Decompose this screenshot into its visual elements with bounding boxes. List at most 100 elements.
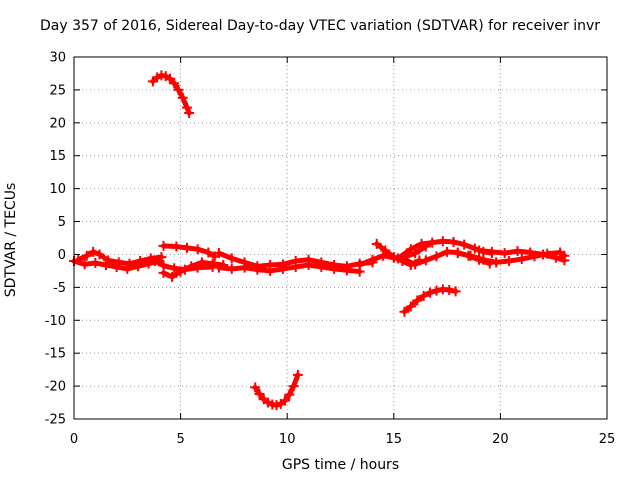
data-point-marker bbox=[412, 295, 423, 306]
data-point-marker bbox=[284, 389, 295, 400]
y-tick-label: 5 bbox=[58, 215, 66, 230]
data-point-marker bbox=[167, 271, 178, 282]
data-point-marker bbox=[103, 255, 114, 266]
data-point-marker bbox=[113, 257, 124, 268]
data-point-marker bbox=[213, 248, 224, 259]
data-point-marker bbox=[418, 290, 429, 301]
plot-frame bbox=[73, 56, 608, 420]
x-tick-label: 15 bbox=[386, 432, 403, 447]
data-point-marker bbox=[158, 240, 169, 251]
grid-lines bbox=[74, 57, 607, 419]
data-point-marker bbox=[169, 263, 180, 274]
data-point-marker bbox=[192, 244, 203, 255]
data-point-marker bbox=[171, 241, 182, 252]
y-tick-label: 20 bbox=[49, 116, 66, 131]
data-point-marker bbox=[420, 255, 431, 266]
data-point-marker bbox=[341, 265, 352, 276]
data-point-marker bbox=[254, 388, 265, 399]
data-point-marker bbox=[173, 84, 184, 95]
data-point-marker bbox=[448, 236, 459, 247]
data-point-marker bbox=[135, 256, 146, 267]
data-point-marker bbox=[516, 254, 527, 265]
data-point-marker bbox=[88, 246, 99, 257]
data-point-marker bbox=[465, 250, 476, 261]
series-track-l bbox=[452, 247, 570, 268]
data-point-marker bbox=[491, 257, 502, 268]
data-point-marker bbox=[354, 259, 365, 270]
data-point-marker bbox=[499, 248, 510, 259]
data-point-marker bbox=[393, 253, 404, 264]
series-track-b bbox=[73, 246, 167, 269]
data-point-marker bbox=[371, 238, 382, 249]
x-tick-label: 0 bbox=[70, 432, 78, 447]
series-track-c bbox=[158, 240, 220, 262]
data-point-marker bbox=[410, 259, 421, 270]
data-point-marker bbox=[252, 264, 263, 275]
data-point-marker bbox=[474, 245, 485, 256]
data-point-marker bbox=[181, 102, 192, 113]
y-tick-label: 25 bbox=[49, 83, 66, 98]
data-point-marker bbox=[550, 252, 561, 263]
data-point-marker bbox=[250, 382, 261, 393]
x-tick-label: 20 bbox=[492, 432, 509, 447]
data-point-marker bbox=[512, 246, 523, 257]
data-point-marker bbox=[292, 369, 303, 380]
data-point-marker bbox=[277, 263, 288, 274]
data-point-marker bbox=[192, 262, 203, 273]
data-point-marker bbox=[425, 287, 436, 298]
data-point-marker bbox=[431, 251, 442, 262]
data-point-marker bbox=[450, 286, 461, 297]
data-point-marker bbox=[378, 250, 389, 261]
data-point-marker bbox=[90, 258, 101, 269]
data-point-marker bbox=[399, 254, 410, 265]
data-point-marker bbox=[181, 242, 192, 253]
data-point-marker bbox=[431, 285, 442, 296]
x-tick-label: 5 bbox=[176, 432, 184, 447]
data-point-marker bbox=[288, 381, 299, 392]
x-axis-label: GPS time / hours bbox=[281, 457, 400, 473]
y-axis-label: SDTVAR / TECUs bbox=[3, 182, 19, 298]
series-track-e bbox=[150, 256, 218, 275]
series-trace bbox=[455, 249, 567, 265]
data-point-marker bbox=[444, 284, 455, 295]
data-point-marker bbox=[427, 237, 438, 248]
data-point-marker bbox=[329, 263, 340, 274]
data-point-marker bbox=[486, 246, 497, 257]
data-point-marker bbox=[265, 265, 276, 276]
data-point-marker bbox=[79, 259, 90, 270]
data-point-marker bbox=[169, 78, 180, 89]
data-point-marker bbox=[203, 247, 214, 258]
data-point-marker bbox=[503, 256, 514, 267]
data-point-marker bbox=[399, 306, 410, 317]
y-tick-label: 30 bbox=[49, 51, 66, 66]
y-tick-label: 15 bbox=[49, 149, 66, 164]
series-track-m bbox=[474, 245, 570, 266]
data-point-marker bbox=[442, 246, 453, 257]
y-tick-label: -20 bbox=[45, 380, 66, 395]
y-tick-label: 0 bbox=[58, 248, 66, 263]
data-point-marker bbox=[94, 249, 105, 260]
data-point-marker bbox=[316, 261, 327, 272]
series-track-g bbox=[213, 259, 365, 277]
data-point-marker bbox=[280, 395, 291, 406]
y-tick-label: -25 bbox=[45, 413, 66, 428]
axis-ticks: 0 5 10 15 20 25 -25 -20 -15 -10 -5 0 5 10 15 20 25 30 bbox=[45, 51, 616, 448]
data-point-marker bbox=[184, 107, 195, 118]
data-point-marker bbox=[367, 254, 378, 265]
series-trace bbox=[75, 249, 164, 267]
data-point-marker bbox=[538, 249, 549, 260]
data-point-marker bbox=[226, 263, 237, 274]
data-point-marker bbox=[525, 247, 536, 258]
x-tick-label: 25 bbox=[599, 432, 616, 447]
data-point-marker bbox=[416, 238, 427, 249]
data-point-marker bbox=[478, 254, 489, 265]
data-point-marker bbox=[459, 239, 470, 250]
data-point-marker bbox=[226, 253, 237, 264]
data-point-marker bbox=[380, 245, 391, 256]
data-point-marker bbox=[156, 252, 167, 263]
series-arc-top bbox=[147, 70, 195, 118]
data-point-marker bbox=[405, 244, 416, 255]
data-point-marker bbox=[179, 264, 190, 275]
data-point-marker bbox=[405, 301, 416, 312]
data-point-marker bbox=[177, 92, 188, 103]
